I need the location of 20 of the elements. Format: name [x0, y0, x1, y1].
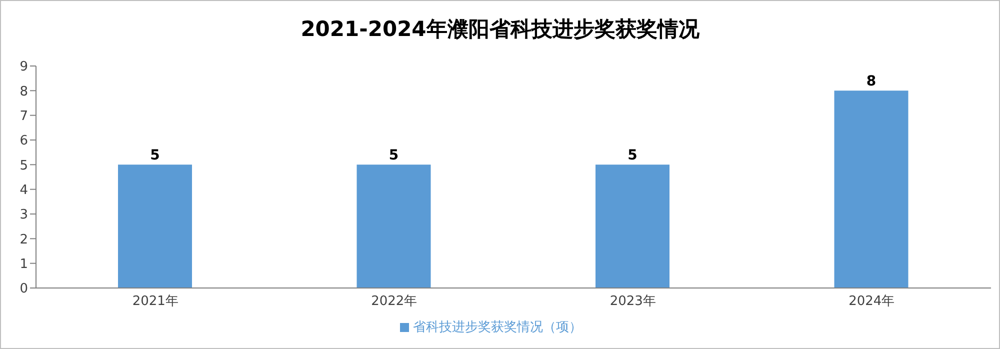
y-tick-label: 6	[20, 134, 28, 149]
y-tick-label: 0	[20, 282, 28, 297]
chart-title: 2021-2024年濮阳省科技进步奖获奖情况	[300, 16, 700, 43]
x-tick-label: 2023年	[610, 294, 656, 310]
y-tick-label: 9	[20, 60, 28, 75]
y-tick-label: 7	[20, 108, 28, 124]
data-label: 5	[150, 148, 160, 164]
data-label: 5	[628, 148, 638, 164]
x-tick-label: 2024年	[848, 294, 895, 310]
y-tick-label: 4	[20, 182, 28, 198]
data-label: 5	[388, 148, 399, 164]
y-tick-label: 8	[20, 84, 28, 100]
x-tick-label: 2021年	[132, 294, 178, 310]
legend-label: 省科技进步奖获奖情况（项）	[413, 320, 582, 335]
y-tick-label: 3	[20, 208, 28, 223]
y-tick-label: 2	[20, 232, 28, 248]
x-tick-label: 2022年	[371, 294, 418, 310]
y-tick-label: 1	[20, 256, 28, 272]
y-tick-label: 5	[20, 158, 28, 174]
data-label: 8	[866, 74, 876, 90]
